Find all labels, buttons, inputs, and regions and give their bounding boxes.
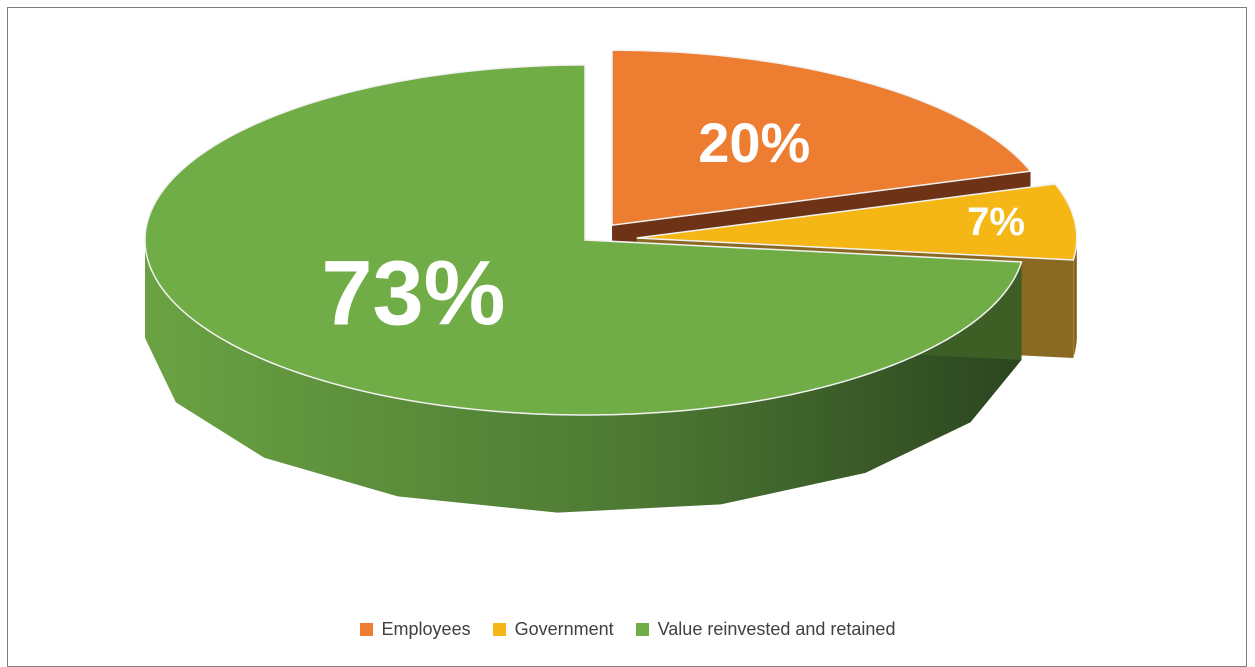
data-label-employees: 20% [698, 111, 810, 174]
legend: Employees Government Value reinvested an… [0, 619, 1255, 640]
slice-labels: 20% 7% 73% [321, 111, 1025, 344]
legend-item-employees[interactable]: Employees [359, 619, 471, 640]
legend-swatch-value-reinvested [635, 623, 649, 636]
legend-label-employees: Employees [381, 619, 471, 639]
legend-item-government[interactable]: Government [492, 619, 614, 640]
slice-top-value-reinvested[interactable] [144, 64, 1023, 416]
slice-side-government [1073, 238, 1077, 358]
slice-side-value-reinvested [145, 240, 1022, 513]
legend-label-government: Government [514, 619, 614, 639]
slice-top-government[interactable] [636, 183, 1078, 261]
data-label-value-reinvested: 73% [321, 242, 505, 344]
slice-tops [144, 49, 1078, 416]
slice-top-employees[interactable] [611, 49, 1032, 227]
legend-swatch-government [492, 623, 506, 636]
legend-swatch-employees [359, 623, 373, 636]
legend-item-value-reinvested[interactable]: Value reinvested and retained [635, 619, 896, 640]
data-label-government: 7% [967, 200, 1025, 244]
legend-label-value-reinvested: Value reinvested and retained [657, 619, 896, 639]
